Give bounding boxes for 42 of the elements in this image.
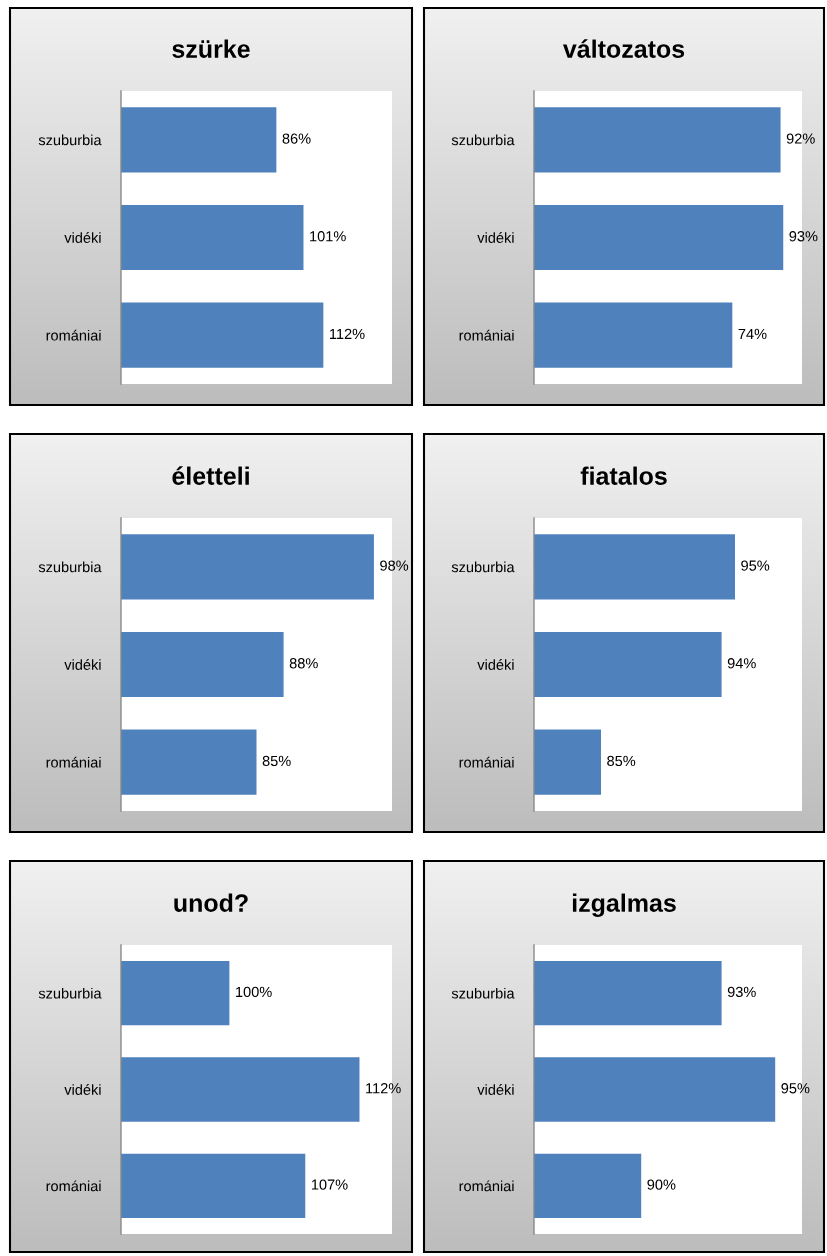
data-label: 88% [289, 658, 318, 669]
data-label: 94% [727, 658, 756, 669]
y-tick-label: romániai [459, 1180, 514, 1192]
data-label: 92% [786, 133, 815, 144]
y-tick-label: romániai [46, 756, 101, 768]
y-tick-label: vidéki [64, 232, 101, 243]
chart-title: változatos [562, 39, 685, 58]
y-tick-label: vidéki [64, 659, 101, 670]
y-tick-label: szuburbia [38, 561, 102, 573]
y-tick-label: romániai [46, 1180, 101, 1192]
chart-title: életteli [172, 466, 249, 485]
chart-title: szürke [172, 39, 250, 58]
data-label: 74% [738, 328, 767, 340]
y-tick-label: vidéki [477, 232, 514, 243]
data-label: 85% [607, 755, 636, 767]
y-tick-label: szuburbia [451, 987, 515, 999]
y-tick-label: szuburbia [38, 134, 102, 146]
data-label: 95% [741, 560, 770, 571]
data-label: 112% [330, 328, 365, 340]
data-label: 100% [236, 986, 272, 998]
y-tick-label: vidéki [477, 659, 514, 670]
chart-title: unod? [174, 893, 248, 912]
y-tick-label: romániai [459, 756, 514, 768]
data-label: 107% [311, 1179, 348, 1190]
data-label: 93% [727, 986, 756, 998]
data-label: 85% [262, 755, 291, 767]
data-label: 112% [366, 1083, 401, 1094]
chart-title: izgalmas [572, 893, 676, 917]
data-label: 93% [789, 231, 818, 242]
y-tick-label: vidéki [64, 1084, 101, 1095]
data-label: 95% [781, 1083, 810, 1094]
data-label: 98% [380, 560, 409, 571]
y-tick-label: romániai [46, 329, 101, 341]
y-tick-label: szuburbia [451, 134, 515, 146]
data-label: 101% [310, 231, 346, 242]
chart-title: fiatalos [580, 466, 667, 485]
y-tick-label: romániai [459, 329, 514, 341]
y-tick-label: vidéki [477, 1084, 514, 1095]
y-tick-label: szuburbia [451, 561, 515, 573]
y-tick-label: szuburbia [38, 987, 102, 999]
data-label: 90% [647, 1179, 676, 1190]
data-label: 86% [282, 133, 311, 144]
